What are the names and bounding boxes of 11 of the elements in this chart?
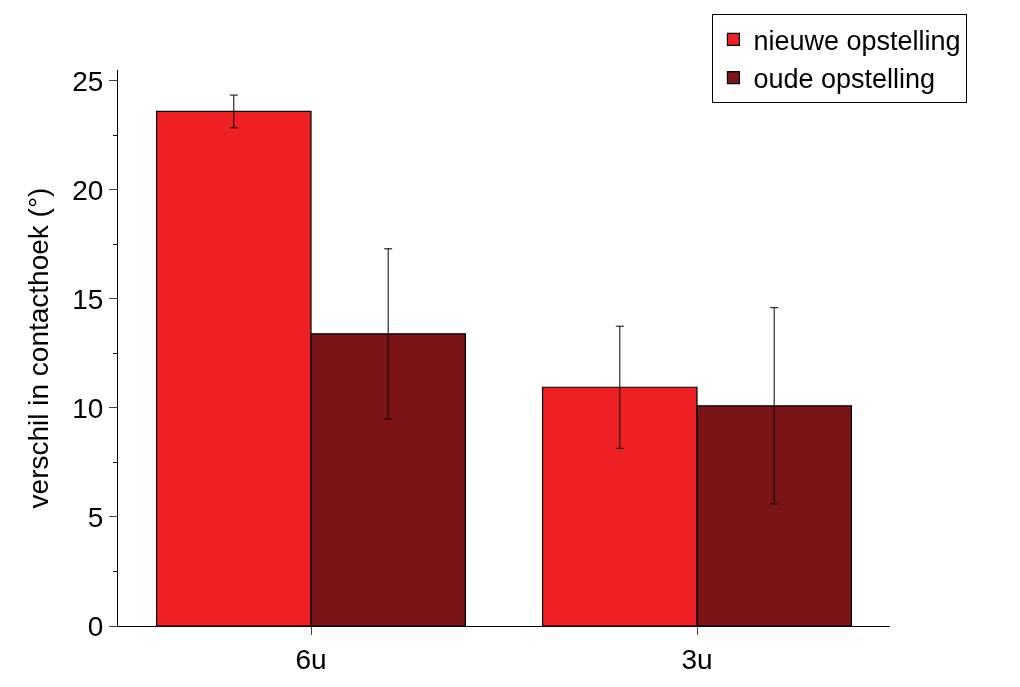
y-tick-label: 20	[72, 174, 104, 206]
y-tick-label: 5	[87, 501, 104, 533]
y-tick-label: 15	[72, 283, 104, 315]
y-axis-title: verschil in contacthoek (°)	[22, 187, 54, 509]
x-tick-label: 3u	[681, 643, 713, 675]
legend-label: nieuwe opstelling	[753, 25, 961, 56]
y-tick-label: 10	[72, 392, 104, 424]
x-tick-label: 6u	[295, 643, 327, 675]
legend-label: oude opstelling	[753, 64, 936, 95]
y-tick-label: 25	[72, 65, 104, 97]
y-tick-label: 0	[87, 610, 104, 642]
